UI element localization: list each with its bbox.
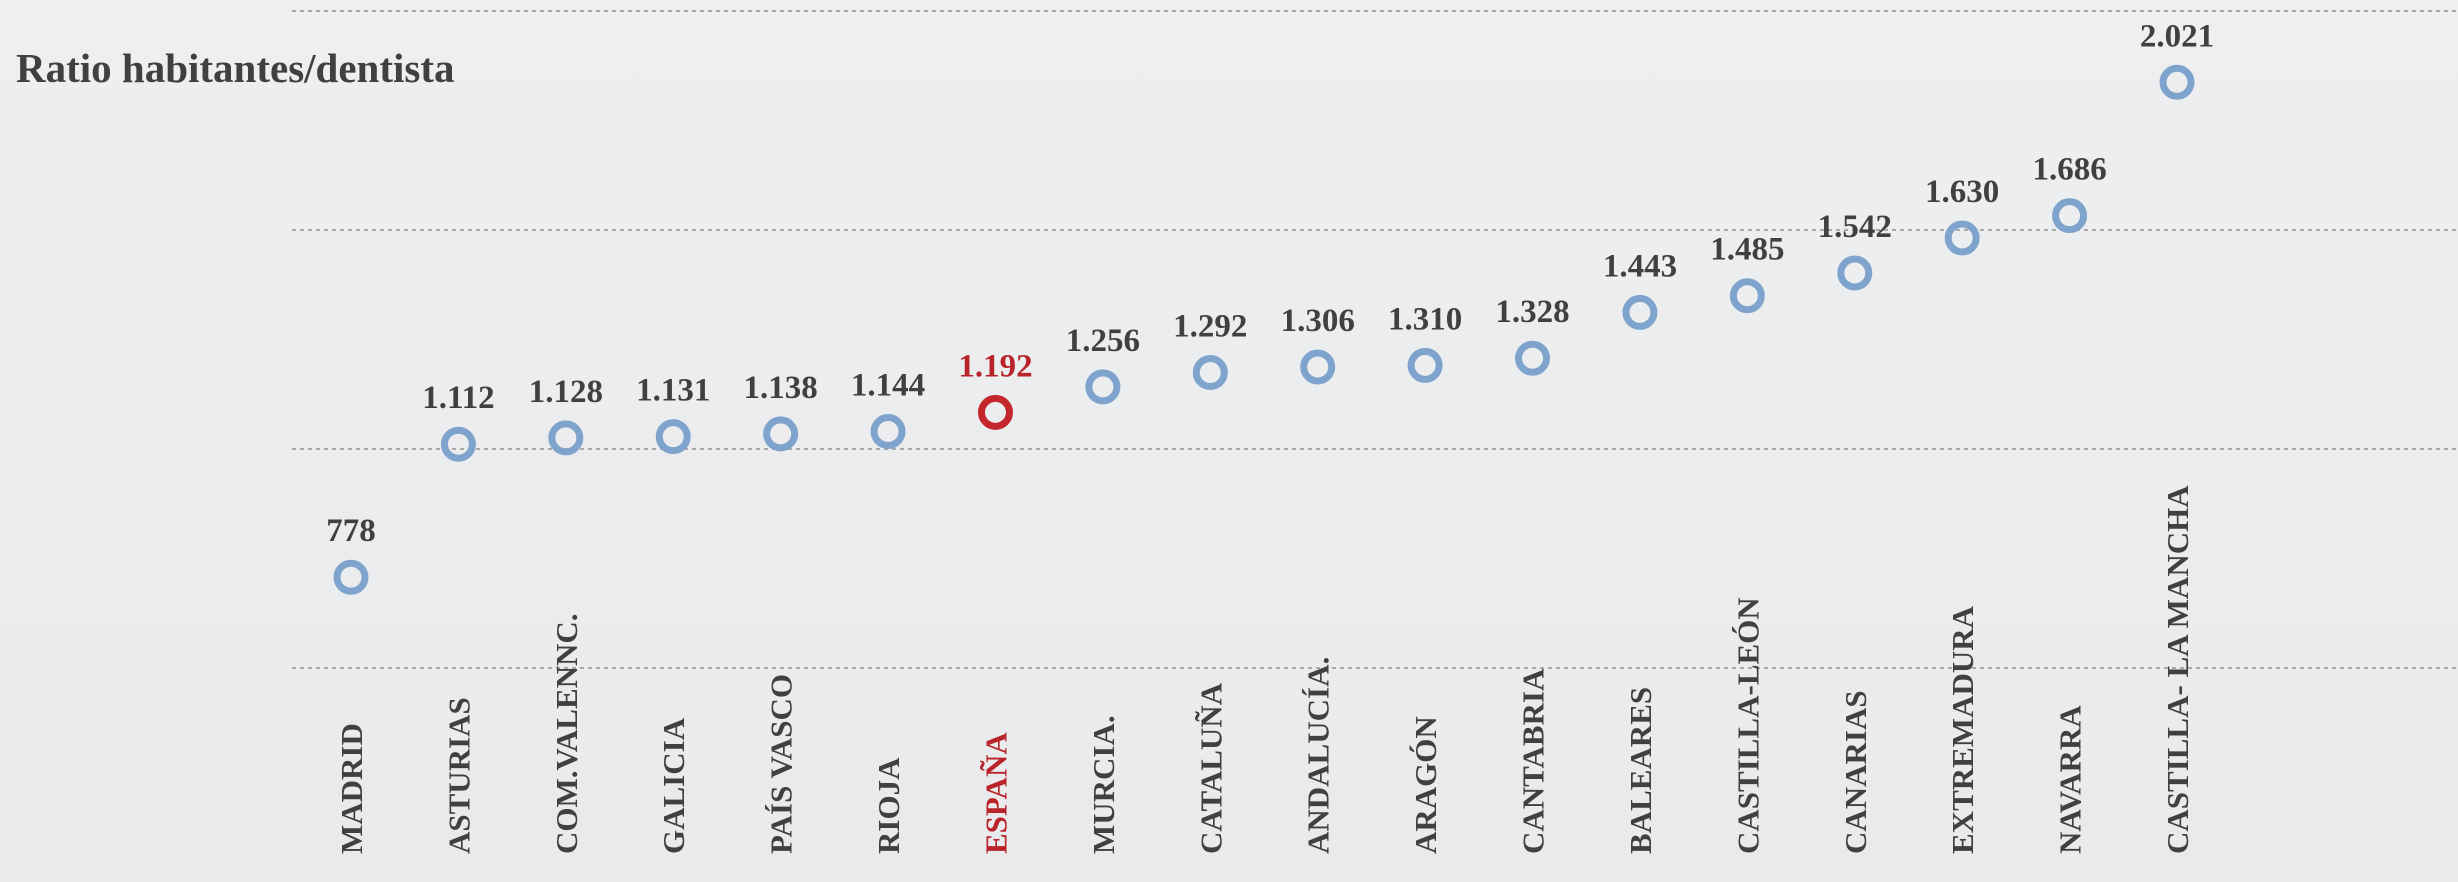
data-label: 1.256 — [1066, 323, 1140, 359]
x-tick-label: RIOJA — [871, 757, 906, 854]
data-point — [977, 394, 1013, 430]
data-point — [1622, 294, 1658, 330]
data-label: 1.485 — [1710, 232, 1784, 268]
data-point — [655, 419, 691, 455]
x-tick-label: CANARIAS — [1838, 690, 1873, 854]
x-tick-label: CANTABRIA — [1516, 668, 1551, 854]
x-tick-label: CASTILLA- LA MANCHA — [2160, 485, 2195, 854]
data-point — [1407, 347, 1443, 383]
data-label: 1.128 — [529, 374, 603, 410]
x-tick-label: COM.VALENNC. — [549, 613, 584, 854]
data-label: 1.542 — [1818, 209, 1892, 245]
data-point — [548, 420, 584, 456]
data-label: 1.292 — [1173, 309, 1247, 345]
chart-title: Ratio habitantes/dentista — [16, 45, 455, 91]
data-point — [440, 426, 476, 462]
data-label: 1.310 — [1388, 301, 1462, 337]
x-tick-label: ASTURIAS — [441, 697, 476, 854]
data-point — [1300, 349, 1336, 385]
data-label: 1.328 — [1495, 294, 1569, 330]
x-tick-label: NAVARRA — [2053, 705, 2088, 854]
data-label: 778 — [326, 513, 376, 549]
data-point — [1515, 340, 1551, 376]
x-tick-label: CASTILLA-LEÓN — [1730, 597, 1765, 854]
data-point — [763, 416, 799, 452]
data-point — [1085, 369, 1121, 405]
data-point — [870, 413, 906, 449]
x-tick-label: ANDALUCÍA. — [1301, 657, 1336, 854]
data-label: 1.630 — [1925, 174, 1999, 210]
data-point — [1729, 278, 1765, 314]
data-point — [2052, 198, 2088, 234]
data-label: 1.131 — [636, 373, 710, 409]
data-point — [2159, 64, 2195, 100]
x-tick-label: ARAGÓN — [1408, 716, 1443, 854]
data-label: 1.192 — [958, 348, 1032, 384]
x-tick-label: BALEARES — [1623, 687, 1658, 854]
data-point — [1837, 255, 1873, 291]
x-tick-label: PAÍS VASCO — [764, 674, 799, 854]
x-tick-label: CATALUÑA — [1193, 682, 1228, 854]
x-tick-label: ESPAÑA — [978, 732, 1013, 854]
data-point — [1944, 220, 1980, 256]
x-tick-label: GALICIA — [656, 717, 691, 854]
data-label: 1.144 — [851, 367, 925, 403]
data-label: 1.112 — [422, 380, 494, 416]
data-label: 1.138 — [744, 370, 818, 406]
data-label: 1.686 — [2032, 152, 2106, 188]
x-tick-label: EXTREMADURA — [1945, 605, 1980, 854]
data-label: 1.306 — [1281, 303, 1355, 339]
data-label: 2.021 — [2140, 18, 2214, 54]
data-label: 1.443 — [1603, 248, 1677, 284]
data-point — [1192, 355, 1228, 391]
x-tick-label: MURCIA. — [1086, 715, 1121, 854]
x-tick-label: MADRID — [334, 723, 369, 854]
data-point — [333, 559, 369, 595]
